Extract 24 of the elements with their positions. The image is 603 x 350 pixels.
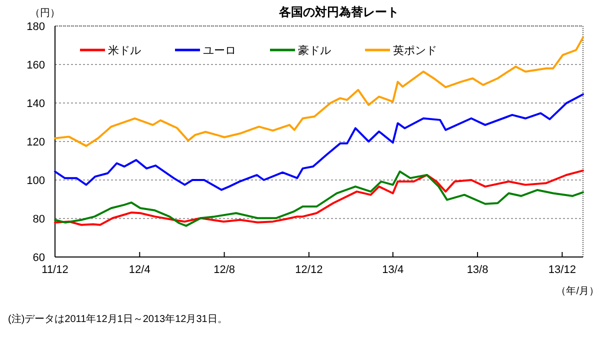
legend-label: ユーロ bbox=[203, 45, 236, 57]
line-series bbox=[54, 93, 584, 191]
y-tick-label: 140 bbox=[26, 98, 45, 110]
legend-label: 米ドル bbox=[108, 44, 141, 57]
text: (注)データは2011年12月1日～2013年12月31日。 bbox=[8, 313, 228, 325]
y-tick-label: 60 bbox=[32, 252, 45, 264]
y-tick-label: 160 bbox=[26, 60, 45, 72]
x-tick-label: 12/12 bbox=[295, 264, 323, 276]
chart-title: 各国の対円為替レート bbox=[278, 5, 399, 19]
y-tick-label: 120 bbox=[26, 136, 45, 148]
y-tick-label: 180 bbox=[26, 21, 45, 33]
x-tick-label: 13/8 bbox=[466, 264, 488, 276]
x-tick-label: 11/12 bbox=[42, 264, 68, 276]
y-axis-title: （円） bbox=[30, 8, 60, 19]
legend-label: 英ポンド bbox=[393, 44, 437, 57]
line-series bbox=[54, 36, 584, 147]
x-tick-label: 13/4 bbox=[382, 264, 404, 276]
legend-label: 豪ドル bbox=[298, 44, 331, 57]
x-tick-label: 12/8 bbox=[214, 264, 236, 276]
y-tick-label: 100 bbox=[26, 175, 45, 187]
x-axis-title: （年/月） bbox=[556, 285, 599, 297]
x-tick-label: 12/4 bbox=[128, 264, 150, 276]
x-tick-label: 13/12 bbox=[548, 264, 576, 276]
y-tick-label: 80 bbox=[32, 214, 45, 226]
